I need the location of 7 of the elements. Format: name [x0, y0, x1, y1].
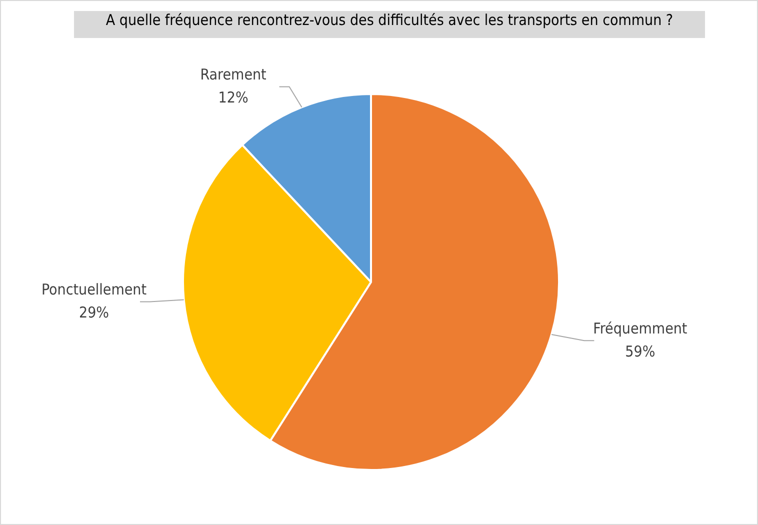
slice-label: Rarement	[200, 66, 266, 84]
slice-label: Ponctuellement	[41, 280, 147, 299]
data-label: 12%	[218, 88, 248, 107]
data-label: 59%	[625, 342, 656, 360]
slice-label: Fréquemment	[593, 319, 688, 338]
chart-title: A quelle fréquence rencontrez-vous des difficultés avec les transports en commun ?	[74, 11, 705, 38]
data-label: 29%	[78, 304, 110, 322]
